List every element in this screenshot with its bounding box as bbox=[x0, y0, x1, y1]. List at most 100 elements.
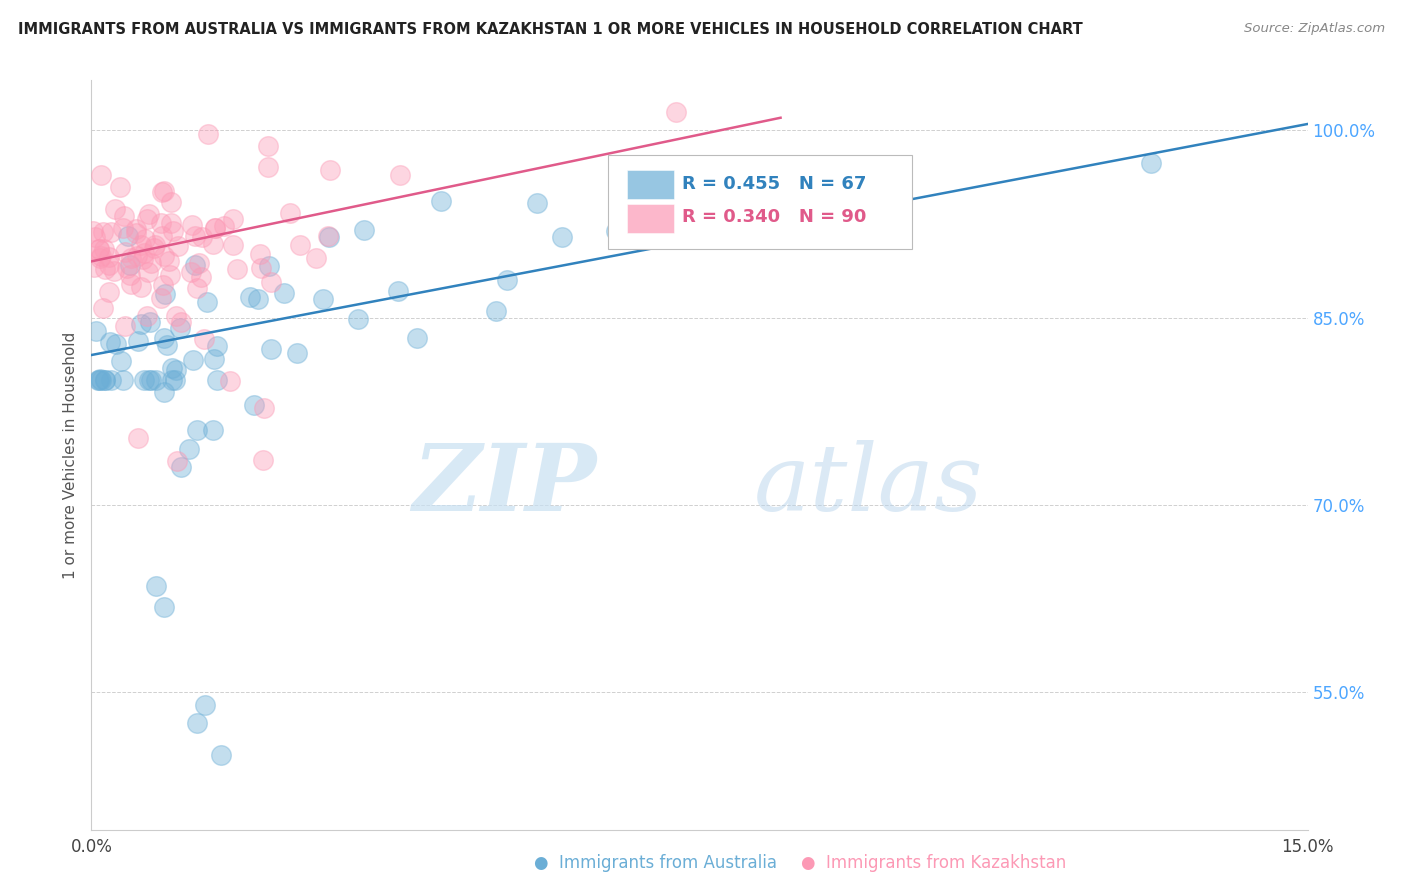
Point bbox=[149, 216, 172, 230]
Point bbox=[184, 258, 207, 272]
Point bbox=[195, 294, 218, 309]
Text: atlas: atlas bbox=[754, 440, 984, 530]
Point bbox=[152, 278, 174, 293]
Text: R = 0.455   N = 67: R = 0.455 N = 67 bbox=[682, 175, 868, 193]
Point bbox=[138, 373, 160, 387]
Point bbox=[153, 385, 176, 400]
Point bbox=[160, 195, 183, 210]
Point bbox=[242, 398, 264, 412]
Point bbox=[103, 264, 125, 278]
Point bbox=[91, 225, 114, 239]
FancyBboxPatch shape bbox=[609, 155, 912, 249]
Point bbox=[120, 251, 142, 265]
Point bbox=[129, 279, 152, 293]
Point bbox=[485, 304, 508, 318]
Point bbox=[181, 218, 204, 232]
FancyBboxPatch shape bbox=[627, 170, 673, 200]
Point bbox=[117, 261, 139, 276]
Point bbox=[319, 163, 342, 178]
Point bbox=[90, 169, 112, 183]
Point bbox=[247, 292, 270, 306]
Point bbox=[93, 373, 115, 387]
Point bbox=[181, 353, 204, 368]
Point bbox=[253, 401, 276, 416]
Point bbox=[190, 270, 212, 285]
Point bbox=[347, 312, 370, 326]
Point bbox=[387, 284, 409, 298]
Point bbox=[83, 229, 105, 244]
Point bbox=[142, 241, 165, 255]
Point bbox=[193, 332, 215, 346]
Point bbox=[138, 206, 160, 220]
Point bbox=[93, 242, 115, 256]
Point bbox=[100, 226, 122, 240]
Point bbox=[114, 245, 136, 260]
Point bbox=[256, 160, 278, 174]
Point bbox=[143, 238, 166, 252]
Point bbox=[134, 232, 156, 246]
Point bbox=[94, 373, 117, 387]
Point bbox=[169, 460, 191, 475]
Point bbox=[84, 324, 107, 338]
Point bbox=[180, 265, 202, 279]
Point bbox=[202, 351, 225, 366]
Point bbox=[204, 221, 226, 235]
Point bbox=[188, 256, 211, 270]
Point bbox=[201, 236, 224, 251]
Point bbox=[118, 268, 141, 283]
Point bbox=[150, 185, 173, 199]
Point bbox=[112, 209, 135, 223]
Point bbox=[156, 337, 179, 351]
Point bbox=[166, 453, 188, 467]
Point bbox=[132, 252, 155, 267]
Point bbox=[205, 373, 228, 387]
Point bbox=[89, 251, 111, 265]
Point bbox=[105, 337, 128, 351]
Point bbox=[89, 372, 111, 386]
Point bbox=[186, 423, 208, 437]
Text: ●  Immigrants from Australia: ● Immigrants from Australia bbox=[534, 855, 778, 872]
Point bbox=[153, 184, 176, 198]
Point bbox=[205, 339, 228, 353]
Point bbox=[145, 373, 167, 387]
Point bbox=[406, 330, 429, 344]
Point bbox=[91, 301, 114, 315]
Point bbox=[312, 292, 335, 306]
Point bbox=[257, 259, 280, 273]
Point bbox=[170, 315, 193, 329]
Point bbox=[197, 127, 219, 141]
Point bbox=[120, 277, 142, 291]
Point bbox=[150, 291, 173, 305]
Point bbox=[204, 220, 226, 235]
Point bbox=[273, 286, 295, 301]
Point bbox=[89, 242, 111, 256]
Point bbox=[429, 194, 451, 208]
Point bbox=[389, 168, 412, 182]
Point bbox=[1139, 156, 1161, 170]
Point bbox=[169, 321, 191, 335]
Point bbox=[153, 331, 176, 345]
Point bbox=[89, 373, 111, 387]
Point bbox=[162, 223, 184, 237]
Point bbox=[131, 238, 153, 252]
Text: R = 0.340   N = 90: R = 0.340 N = 90 bbox=[682, 209, 868, 227]
Point bbox=[177, 442, 200, 456]
Point bbox=[249, 247, 271, 261]
Point bbox=[136, 309, 159, 323]
Point bbox=[129, 317, 152, 331]
Point bbox=[605, 224, 627, 238]
Point bbox=[222, 238, 245, 252]
Point bbox=[145, 579, 167, 593]
Point bbox=[796, 199, 818, 213]
Text: ●  Immigrants from Kazakhstan: ● Immigrants from Kazakhstan bbox=[801, 855, 1067, 872]
Point bbox=[225, 261, 247, 276]
Point bbox=[98, 258, 121, 272]
Point bbox=[165, 310, 187, 324]
Point bbox=[165, 362, 187, 376]
Point bbox=[260, 342, 283, 356]
Point bbox=[630, 221, 652, 235]
Point bbox=[256, 139, 278, 153]
Point bbox=[108, 179, 131, 194]
Point bbox=[318, 229, 340, 244]
Point bbox=[160, 373, 183, 387]
